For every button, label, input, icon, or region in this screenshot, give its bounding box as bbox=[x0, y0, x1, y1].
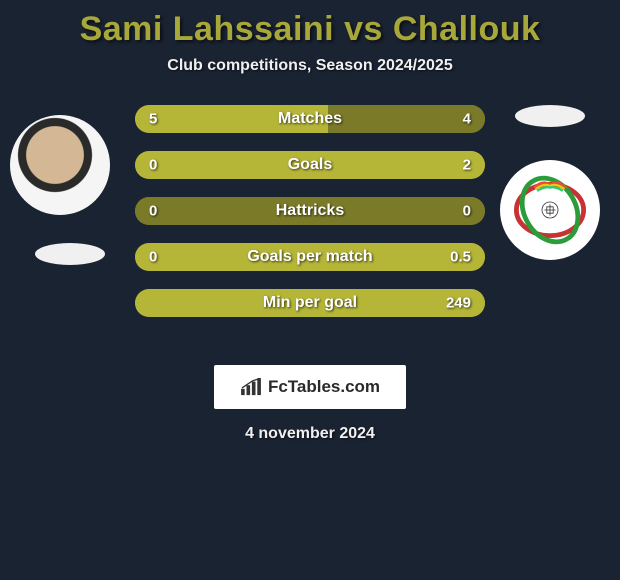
brand-label: FcTables.com bbox=[240, 377, 380, 397]
stat-bars: 5 4 Matches 0 2 Goals 0 0 Hattricks 0 0.5 Goals per… bbox=[135, 105, 485, 317]
bar-value-left: 0 bbox=[149, 157, 157, 174]
player-left-avatar bbox=[10, 115, 110, 215]
bar-label: Matches bbox=[278, 110, 342, 128]
bar-right-fill bbox=[328, 105, 486, 133]
stat-bar: 0 0.5 Goals per match bbox=[135, 243, 485, 271]
club-logo-icon bbox=[510, 170, 590, 250]
player-right-flag bbox=[515, 105, 585, 127]
bar-value-left: 0 bbox=[149, 249, 157, 266]
bar-value-right: 0.5 bbox=[450, 249, 471, 266]
bar-value-right: 2 bbox=[463, 157, 471, 174]
comparison-area: 5 4 Matches 0 2 Goals 0 0 Hattricks 0 0.5 Goals per… bbox=[0, 105, 620, 345]
bar-label: Goals bbox=[288, 156, 332, 174]
bar-value-right: 0 bbox=[463, 203, 471, 220]
date-label: 4 november 2024 bbox=[0, 425, 620, 443]
bar-value-right: 4 bbox=[463, 111, 471, 128]
bar-label: Min per goal bbox=[263, 294, 357, 312]
stat-bar: 0 0 Hattricks bbox=[135, 197, 485, 225]
stat-bar: 5 4 Matches bbox=[135, 105, 485, 133]
stat-bar: 0 2 Goals bbox=[135, 151, 485, 179]
subtitle: Club competitions, Season 2024/2025 bbox=[0, 57, 620, 75]
brand-box: FcTables.com bbox=[214, 365, 406, 409]
bar-label: Goals per match bbox=[247, 248, 372, 266]
page-title: Sami Lahssaini vs Challouk bbox=[0, 10, 620, 49]
stat-bar: 249 Min per goal bbox=[135, 289, 485, 317]
footer: FcTables.com 4 november 2024 bbox=[0, 365, 620, 443]
bar-value-left: 5 bbox=[149, 111, 157, 128]
player-left-flag bbox=[35, 243, 105, 265]
bar-value-right: 249 bbox=[446, 295, 471, 312]
player-right-avatar bbox=[500, 160, 600, 260]
bar-label: Hattricks bbox=[276, 202, 344, 220]
bar-value-left: 0 bbox=[149, 203, 157, 220]
brand-text: FcTables.com bbox=[268, 377, 380, 397]
chart-icon bbox=[240, 378, 262, 396]
